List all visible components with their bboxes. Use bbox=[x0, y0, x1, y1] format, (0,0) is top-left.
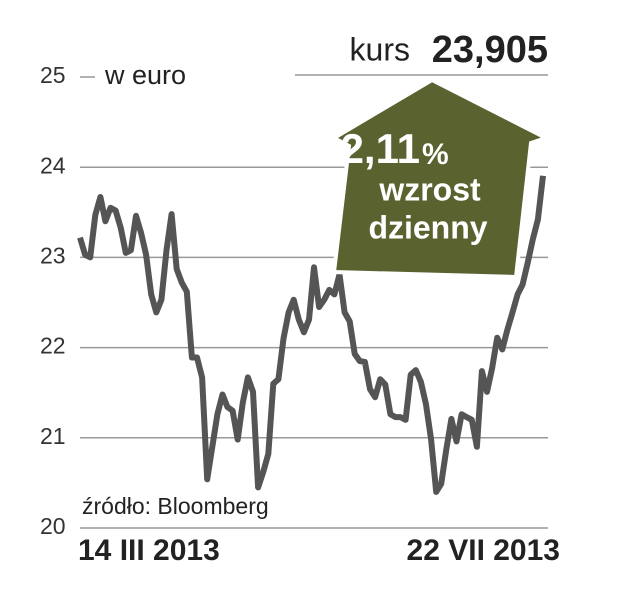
price-value: 23,905 bbox=[432, 29, 548, 71]
source: źródło: Bloomberg bbox=[82, 493, 269, 519]
change-value: 2,11 bbox=[341, 125, 420, 172]
y-tick-label: 25 bbox=[40, 62, 66, 88]
price-line bbox=[77, 175, 546, 495]
y-tick-label: 24 bbox=[40, 152, 66, 178]
y-tick-label: 22 bbox=[40, 333, 66, 359]
y-tick-label: 23 bbox=[40, 242, 66, 268]
y-tick-label: 21 bbox=[40, 423, 66, 449]
change-word: wzrost bbox=[378, 171, 481, 207]
price-label: kurs bbox=[350, 31, 410, 67]
unit-label: w euro bbox=[104, 60, 186, 90]
date-label: 14 III 2013 bbox=[78, 534, 220, 567]
change-badge bbox=[329, 77, 552, 280]
change-word: dzienny bbox=[368, 209, 487, 245]
y-tick-label: 20 bbox=[40, 513, 66, 539]
plot: 20 21 22 23 24 25 bbox=[40, 62, 548, 539]
change-unit: % bbox=[422, 138, 449, 171]
date-label: 22 VII 2013 bbox=[407, 534, 560, 567]
